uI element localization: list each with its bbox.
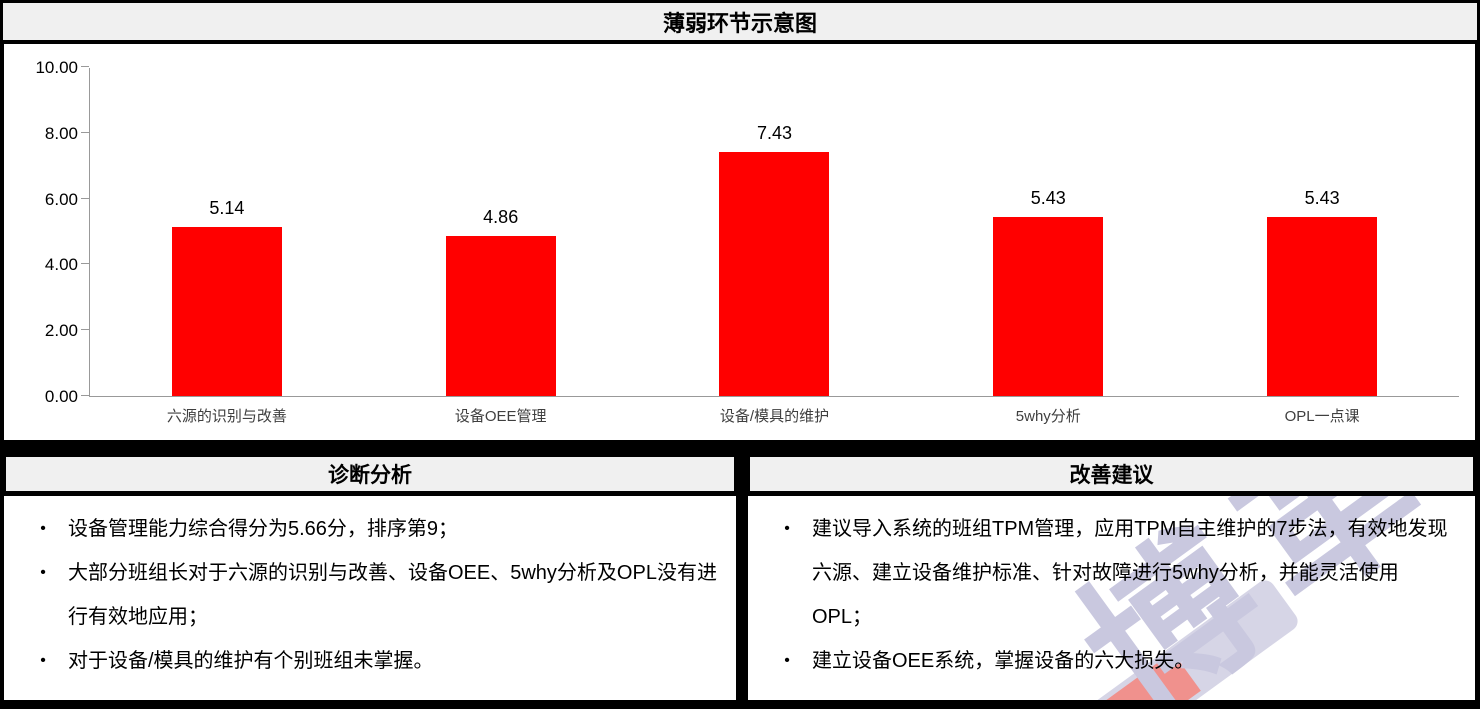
category-label: 设备OEE管理	[454, 408, 547, 425]
bar-value-label: 4.86	[483, 207, 519, 228]
list-item: • 设备管理能力综合得分为5.66分，排序第9；	[18, 507, 718, 551]
diagnosis-title: 诊断分析	[328, 464, 412, 487]
list-item: • 对于设备/模具的维护有个别班组未掌握。	[18, 639, 718, 683]
diagnosis-list: • 设备管理能力综合得分为5.66分，排序第9； • 大部分班组长对于六源的识别…	[18, 507, 718, 683]
y-tick-label: 8.00	[44, 123, 78, 143]
bar-slot: 4.86 设备OEE管理	[364, 68, 638, 425]
diagnosis-body: • 设备管理能力综合得分为5.66分，排序第9； • 大部分班组长对于六源的识别…	[4, 496, 736, 700]
category-label: 六源的识别与改善	[166, 408, 287, 425]
bar-slot: 5.14 六源的识别与改善	[90, 68, 364, 425]
bar-value-label: 5.14	[209, 197, 245, 218]
suggestions-panel: 改善建议 博革 • 建议导入系统的班组TPM管理，应用TPM自主维护的7步法，有…	[748, 455, 1475, 700]
suggestions-header: 改善建议	[748, 455, 1475, 493]
category-label: 设备/模具的维护	[719, 408, 830, 425]
y-axis-labels: 0.00 2.00 4.00 6.00 8.00 10.00	[12, 58, 78, 406]
suggestions-list: • 建议导入系统的班组TPM管理，应用TPM自主维护的7步法，有效地发现六源、建…	[762, 507, 1457, 683]
suggestions-body: 博革 • 建议导入系统的班组TPM管理，应用TPM自主维护的7步法，有效地发现六…	[748, 496, 1475, 700]
bullet-text: 设备管理能力综合得分为5.66分，排序第9；	[68, 518, 459, 540]
y-tick-label: 10.00	[35, 58, 78, 77]
bar	[719, 151, 830, 396]
bar	[993, 217, 1104, 396]
bullet-icon: •	[40, 652, 46, 669]
diagnosis-panel: 诊断分析 • 设备管理能力综合得分为5.66分，排序第9； • 大部分班组长对于…	[4, 455, 736, 700]
list-item: • 建立设备OEE系统，掌握设备的六大损失。	[762, 639, 1457, 683]
bar-chart: 0.00 2.00 4.00 6.00 8.00 10.00 5.14 六源的识别与改善 4.…	[0, 44, 1480, 440]
plot-area: 5.14 六源的识别与改善 4.86 设备OEE管理 7.43 设备/模具的维护 5.43 5…	[81, 66, 1459, 425]
bar	[1267, 217, 1378, 396]
y-tick-mark	[81, 131, 89, 133]
category-label: OPL一点课	[1284, 408, 1360, 425]
bullet-text: 建议导入系统的班组TPM管理，应用TPM自主维护的7步法，有效地发现六源、建立设…	[812, 518, 1448, 628]
bar-value-label: 7.43	[756, 122, 793, 143]
bullet-text: 对于设备/模具的维护有个别班组未掌握。	[68, 650, 434, 672]
diagnosis-header: 诊断分析	[4, 455, 736, 493]
y-tick-label: 0.00	[44, 387, 78, 406]
bar-value-label: 5.43	[1030, 188, 1066, 209]
list-item: • 建议导入系统的班组TPM管理，应用TPM自主维护的7步法，有效地发现六源、建…	[762, 507, 1457, 639]
y-tick-mark	[81, 66, 89, 67]
chart-title-bar: 薄弱环节示意图	[0, 0, 1480, 44]
y-tick-label: 4.00	[44, 255, 78, 275]
bar-value-label: 5.43	[1304, 188, 1340, 209]
bar	[171, 226, 282, 396]
bar-slot: 7.43 设备/模具的维护	[638, 68, 912, 425]
bar-slot: 5.43 OPL一点课	[1185, 68, 1459, 425]
bullet-icon: •	[784, 652, 790, 669]
bullet-icon: •	[40, 564, 46, 581]
bullet-text: 建立设备OEE系统，掌握设备的六大损失。	[812, 650, 1195, 672]
category-label: 5why分析	[1015, 408, 1081, 425]
analysis-section: 诊断分析 • 设备管理能力综合得分为5.66分，排序第9； • 大部分班组长对于…	[0, 440, 1480, 709]
bar	[445, 236, 556, 396]
y-tick-mark	[81, 263, 89, 265]
suggestions-title: 改善建议	[1069, 464, 1154, 487]
y-tick-label: 6.00	[44, 189, 78, 209]
page-title: 薄弱环节示意图	[662, 10, 817, 36]
bullet-text: 大部分班组长对于六源的识别与改善、设备OEE、5why分析及OPL没有进行有效地…	[68, 562, 717, 628]
bar-slot: 5.43 5why分析	[911, 68, 1185, 425]
y-tick-mark	[81, 197, 89, 199]
bullet-icon: •	[784, 520, 790, 537]
y-tick-mark	[81, 329, 89, 331]
y-tick-mark	[81, 395, 89, 396]
y-tick-label: 2.00	[44, 321, 78, 341]
list-item: • 大部分班组长对于六源的识别与改善、设备OEE、5why分析及OPL没有进行有…	[18, 551, 718, 639]
bullet-icon: •	[40, 520, 46, 537]
